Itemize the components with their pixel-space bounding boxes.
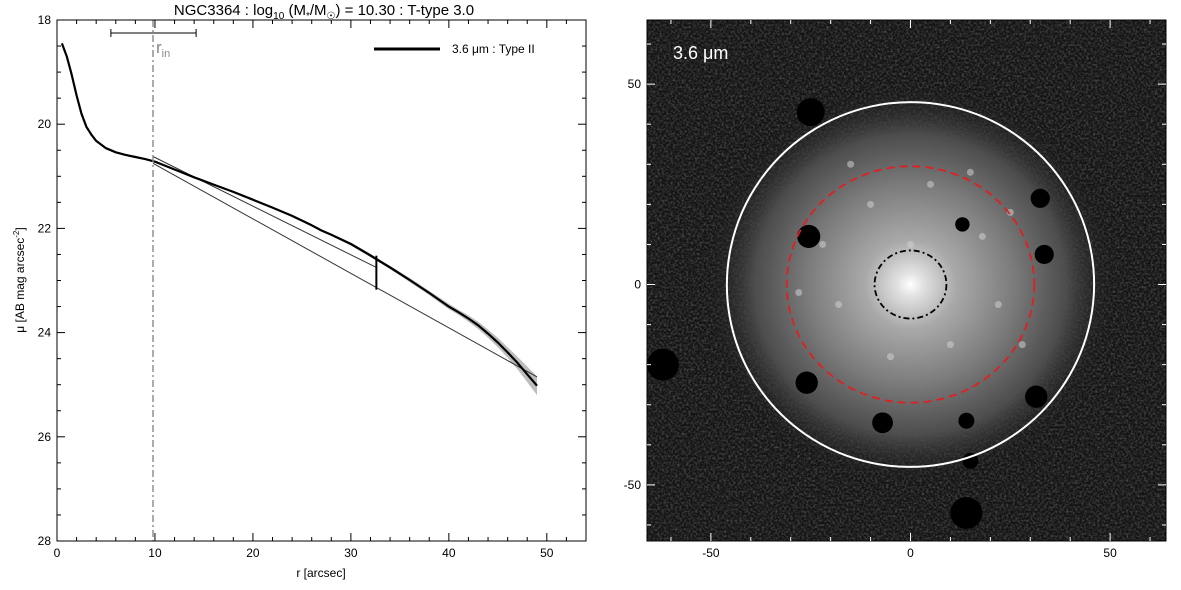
galaxy-light xyxy=(702,84,1119,485)
x-tick-label: 30 xyxy=(344,546,358,560)
x-tick-label: 40 xyxy=(442,546,456,560)
masked-source xyxy=(796,98,825,127)
galaxy-knot xyxy=(994,301,1002,309)
masked-source xyxy=(1030,188,1050,208)
image-y-tick-label: -50 xyxy=(624,478,642,492)
fit-line-outer xyxy=(152,162,538,378)
profile-plot-frame xyxy=(56,19,587,542)
galaxy-knot xyxy=(946,341,954,349)
galaxy-knot xyxy=(835,301,843,309)
y-tick-label: 24 xyxy=(38,326,52,340)
galaxy-knot xyxy=(867,200,875,208)
x-tick-label: 0 xyxy=(54,546,61,560)
masked-source xyxy=(962,452,979,469)
profile-plot-area xyxy=(60,20,538,541)
image-axes: -50 0 50 -50 0 50 xyxy=(624,20,1166,560)
y-axis-label-main: μ [AB mag arcsec xyxy=(13,238,27,333)
galaxy-knot xyxy=(795,289,803,297)
image-frame xyxy=(646,19,1167,542)
y-tick-label: 22 xyxy=(38,221,52,235)
galaxy-knot xyxy=(1018,341,1026,349)
mid-ellipse xyxy=(785,165,1036,404)
surface-brightness-profile-panel: NGC3364 : log10 (M*/M☉) = 10.30 : T-type… xyxy=(12,2,587,580)
chart-title: NGC3364 : log10 (M*/M☉) = 10.30 : T-type… xyxy=(174,2,474,22)
r-in-label-main: r xyxy=(156,38,162,57)
title-name: NGC3364 : log xyxy=(174,2,273,19)
legend-label: 3.6 μm : Type II xyxy=(452,42,535,56)
galaxy-knot xyxy=(906,240,914,248)
title-sub10: 10 xyxy=(273,11,285,22)
title-slash-msun: /M xyxy=(310,2,327,19)
galaxy-knot xyxy=(847,160,855,168)
masked-source xyxy=(647,348,679,381)
galaxy-image-panel: -50 0 50 -50 0 50 3.6 μm xyxy=(624,19,1167,560)
masked-source xyxy=(797,224,821,248)
x-tick-label: 10 xyxy=(148,546,162,560)
title-mass-open: (M xyxy=(284,2,306,19)
title-sun: ☉ xyxy=(327,11,336,22)
y-axis-label-end: ] xyxy=(13,227,27,230)
masked-source xyxy=(955,217,970,232)
masked-source xyxy=(958,412,975,429)
galaxy-knot xyxy=(819,240,827,248)
band-label: 3.6 μm xyxy=(673,43,728,63)
y-axis-label: μ [AB mag arcsec-2] xyxy=(12,227,27,332)
galaxy-knot xyxy=(926,180,934,188)
legend: 3.6 μm : Type II xyxy=(374,42,535,56)
masked-source xyxy=(1025,385,1048,408)
title-rest: ) = 10.30 : T-type 3.0 xyxy=(336,2,475,19)
image-y-tick-label: 50 xyxy=(628,77,642,91)
inner-ellipse xyxy=(873,249,948,320)
image-area xyxy=(647,20,1166,541)
galaxy-knot xyxy=(978,232,986,240)
r-in-label: rin xyxy=(156,38,170,60)
masked-source xyxy=(950,496,983,529)
image-x-tick-label: 0 xyxy=(907,546,914,560)
y-tick-label: 28 xyxy=(38,534,52,548)
outer-ellipse xyxy=(725,101,1096,468)
x-tick-label: 20 xyxy=(246,546,260,560)
galaxy-knot xyxy=(966,168,974,176)
image-x-tick-label: -50 xyxy=(702,546,720,560)
masked-source xyxy=(1034,244,1054,265)
y-tick-label: 26 xyxy=(38,430,52,444)
image-marks xyxy=(647,98,1096,529)
r-in-label-sub: in xyxy=(162,48,171,60)
x-axis-label: r [arcsec] xyxy=(296,566,345,580)
galaxy-knot xyxy=(887,353,895,361)
y-tick-label: 18 xyxy=(38,13,52,27)
masked-source xyxy=(795,371,818,394)
galaxy-knot xyxy=(1006,208,1014,216)
image-x-tick-label: 50 xyxy=(1103,546,1117,560)
profile-line xyxy=(60,43,538,387)
masked-source xyxy=(872,412,893,434)
x-tick-label: 50 xyxy=(540,546,554,560)
title-star: * xyxy=(306,11,310,22)
y-axis-label-sup: -2 xyxy=(12,230,21,238)
y-tick-label: 20 xyxy=(38,117,52,131)
profile-axes: 0 10 20 30 40 50 18 20 22 24 26 28 rin xyxy=(38,13,587,560)
image-y-tick-label: 0 xyxy=(634,278,641,292)
